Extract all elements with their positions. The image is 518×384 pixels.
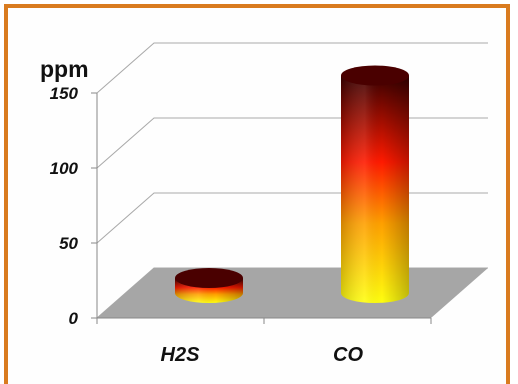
gridline-150 <box>96 42 488 94</box>
y-axis-unit: ppm <box>40 56 89 82</box>
chart-floor <box>97 268 488 318</box>
y-tick-label-0: 0 <box>69 309 79 328</box>
chart-frame <box>4 4 510 384</box>
axes <box>91 92 432 324</box>
y-tick-label-150: 150 <box>50 84 79 103</box>
bar-top <box>341 65 409 86</box>
y-tick-label-100: 100 <box>50 159 79 178</box>
bar-shading <box>341 75 409 303</box>
x-category-label-co: CO <box>333 344 363 366</box>
gridline-50 <box>96 192 488 244</box>
bars <box>175 65 409 303</box>
bar-co <box>341 65 409 303</box>
y-tick-label-50: 50 <box>59 234 78 253</box>
x-category-label-h2s: H2S <box>161 344 201 366</box>
bar-top <box>175 268 243 288</box>
bar-h2s <box>175 268 243 303</box>
gridline-100 <box>96 117 488 169</box>
